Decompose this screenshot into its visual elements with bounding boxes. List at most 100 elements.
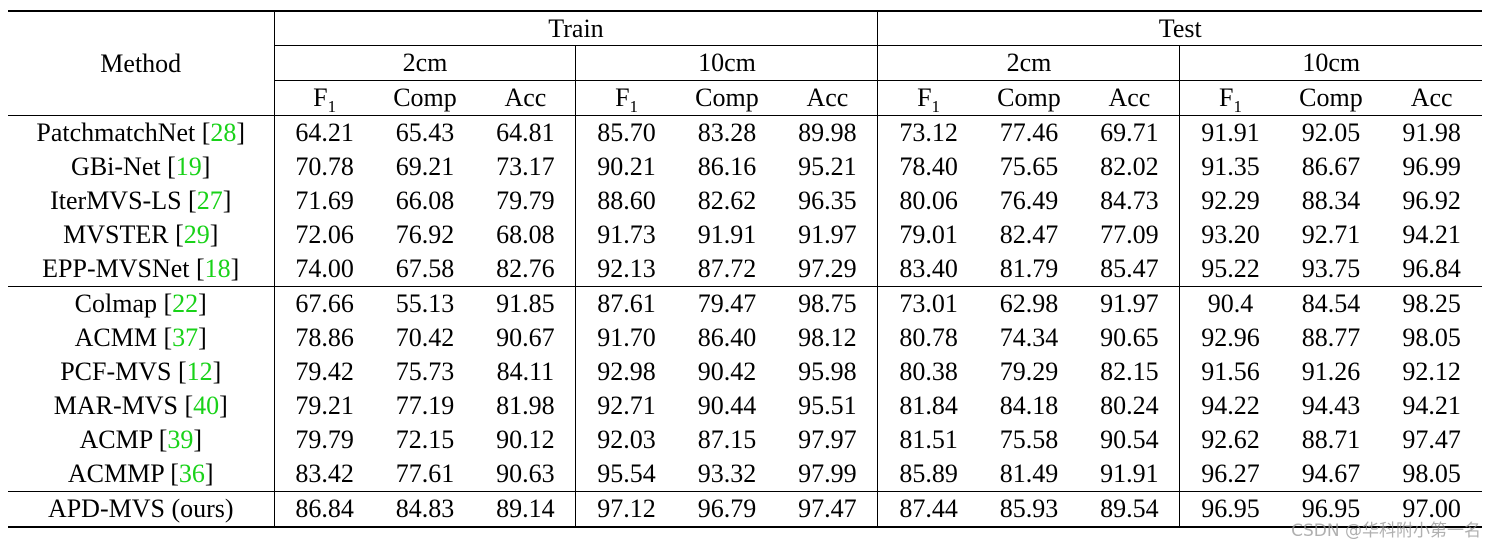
metric-header-f: F1: [273, 80, 375, 116]
value-cell: 84.83: [374, 491, 476, 528]
value-cell: 81.51: [877, 423, 979, 457]
citation-link[interactable]: 36: [178, 459, 205, 488]
value-cell: 81.84: [877, 389, 979, 423]
metric-f-label: F: [615, 83, 630, 112]
method-cell: Colmap [22]: [8, 286, 274, 321]
value-cell: 62.98: [978, 286, 1080, 321]
value-cell: 98.12: [798, 323, 857, 352]
value-cell: 92.96: [1179, 321, 1281, 355]
value-cell: 97.12: [575, 491, 677, 528]
value-cell: 96.84: [1402, 254, 1461, 283]
value-cell: 87.44: [877, 491, 979, 528]
table-row: MVSTER [29] 72.06 76.92 68.08 91.73 91.91 91.9…: [8, 218, 1482, 252]
value-cell: 80.24: [1100, 391, 1159, 420]
value-cell: 79.79: [496, 186, 555, 215]
value-cell: 68.08: [496, 220, 555, 249]
test-2cm-header: 2cm: [877, 45, 1180, 81]
value-cell: 92.05: [1280, 115, 1382, 150]
value-cell: 94.43: [1301, 391, 1361, 420]
citation-link[interactable]: 37: [172, 323, 199, 352]
value-cell: 96.35: [798, 186, 857, 215]
value-cell: 78.86: [273, 321, 375, 355]
metric-header-acc: Acc: [1410, 83, 1453, 112]
metric-header-f: F1: [1179, 80, 1281, 116]
method-cell: ACMMP [36]: [67, 459, 214, 488]
value-cell: 95.51: [798, 391, 857, 420]
value-cell: 83.40: [877, 252, 979, 287]
value-cell: 73.17: [496, 152, 555, 181]
train-10cm-header: 10cm: [575, 45, 878, 81]
table-row: PatchmatchNet [28] 64.21 65.43 64.81 85.70 83…: [8, 115, 1482, 150]
value-cell: 90.42: [697, 357, 757, 386]
metric-header-acc: Acc: [1108, 83, 1151, 112]
citation-link[interactable]: 39: [167, 425, 194, 454]
metric-header-row: F1 Comp Acc F1 Comp Acc F1 Comp Acc F1 Comp Acc: [8, 80, 1482, 116]
value-cell: 72.15: [395, 425, 455, 454]
value-cell: 74.34: [999, 323, 1059, 352]
citation-link[interactable]: 29: [183, 220, 210, 249]
value-cell: 89.98: [777, 115, 878, 150]
citation-link[interactable]: 12: [186, 357, 213, 386]
value-cell: 95.98: [798, 357, 857, 386]
value-cell: 72.06: [273, 218, 375, 252]
results-table: Method Train Test 2cm 10cm 2cm 10cm F1 Co…: [8, 10, 1482, 528]
value-cell: 84.73: [1100, 186, 1159, 215]
table-row: ACMMP [36] 83.42 77.61 90.63 95.54 93.32 97.99…: [8, 457, 1482, 492]
value-cell: 90.54: [1100, 425, 1159, 454]
method-cell: MAR-MVS [40]: [53, 391, 228, 420]
table-row: APD-MVS (ours) 86.84 84.83 89.14 97.12 96.79 9…: [8, 491, 1482, 528]
citation-link[interactable]: 22: [172, 289, 199, 318]
value-cell: 91.35: [1179, 150, 1281, 184]
metric-header-comp: Comp: [393, 83, 457, 112]
metric-f-subscript: 1: [327, 97, 337, 116]
value-cell: 98.25: [1381, 286, 1482, 321]
value-cell: 97.47: [777, 491, 878, 528]
citation-link[interactable]: 28: [210, 118, 237, 147]
table-row: PCF-MVS [12] 79.42 75.73 84.11 92.98 90.42 95.…: [8, 355, 1482, 389]
value-cell: 84.54: [1280, 286, 1382, 321]
value-cell: 90.65: [1100, 323, 1159, 352]
table-row: ACMP [39] 79.79 72.15 90.12 92.03 87.15 97.97 8…: [8, 423, 1482, 457]
value-cell: 77.09: [1100, 220, 1159, 249]
table-row: ACMM [37] 78.86 70.42 90.67 91.70 86.40 98.12 8…: [8, 321, 1482, 355]
value-cell: 85.47: [1100, 254, 1159, 283]
method-cell: ACMP [39]: [79, 425, 203, 454]
value-cell: 88.77: [1301, 323, 1361, 352]
value-cell: 97.47: [1402, 425, 1461, 454]
value-cell: 82.76: [496, 254, 555, 283]
metric-f-label: F: [1219, 83, 1234, 112]
table-row: MAR-MVS [40] 79.21 77.19 81.98 92.71 90.44 95.…: [8, 389, 1482, 423]
value-cell: 71.69: [273, 184, 375, 218]
value-cell: 88.71: [1301, 425, 1361, 454]
value-cell: 96.95: [1280, 491, 1382, 528]
method-name: ACMM: [74, 323, 157, 352]
value-cell: 94.67: [1301, 459, 1361, 488]
metric-header-f: F1: [575, 80, 677, 116]
citation-link[interactable]: 19: [175, 152, 202, 181]
value-cell: 96.99: [1402, 152, 1461, 181]
citation-link[interactable]: 40: [193, 391, 220, 420]
table-row: EPP-MVSNet [18] 74.00 67.58 82.76 92.13 87.72…: [8, 252, 1482, 287]
value-cell: 80.06: [877, 184, 979, 218]
value-cell: 94.21: [1402, 220, 1461, 249]
citation-link[interactable]: 27: [196, 186, 223, 215]
value-cell: 98.05: [1402, 323, 1461, 352]
method-name: GBi-Net: [71, 152, 161, 181]
value-cell: 90.44: [697, 391, 757, 420]
value-cell: 96.92: [1402, 186, 1461, 215]
value-cell: 74.00: [273, 252, 375, 287]
value-cell: 82.15: [1100, 357, 1159, 386]
value-cell: 91.70: [575, 321, 677, 355]
value-cell: 75.65: [999, 152, 1059, 181]
value-cell: 92.03: [575, 423, 677, 457]
train-2cm-header: 2cm: [273, 45, 576, 81]
value-cell: 90.67: [496, 323, 555, 352]
value-cell: 92.71: [1301, 220, 1361, 249]
metric-f-subscript: 1: [1233, 97, 1243, 116]
citation-link[interactable]: 18: [204, 254, 231, 283]
value-cell: 77.46: [978, 115, 1080, 150]
metric-header-acc: Acc: [504, 83, 547, 112]
value-cell: 97.99: [798, 459, 857, 488]
method-name: Colmap: [74, 289, 157, 318]
method-cell: GBi-Net [19]: [71, 152, 211, 181]
